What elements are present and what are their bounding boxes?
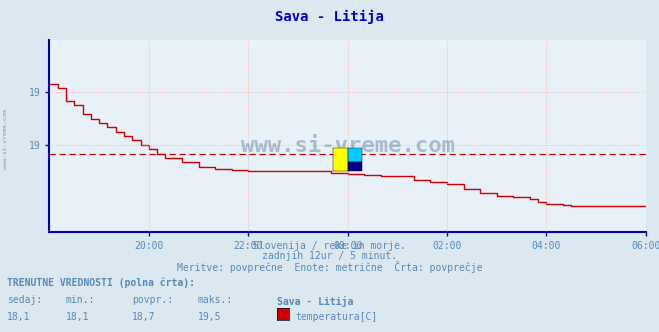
Text: 18,7: 18,7 [132, 312, 156, 322]
Text: Sava - Litija: Sava - Litija [275, 10, 384, 24]
Text: Meritve: povprečne  Enote: metrične  Črta: povprečje: Meritve: povprečne Enote: metrične Črta:… [177, 261, 482, 273]
Text: temperatura[C]: temperatura[C] [295, 312, 378, 322]
Text: zadnjih 12ur / 5 minut.: zadnjih 12ur / 5 minut. [262, 251, 397, 261]
Text: 19,5: 19,5 [198, 312, 221, 322]
Text: Slovenija / reke in morje.: Slovenija / reke in morje. [253, 241, 406, 251]
Text: 18,1: 18,1 [66, 312, 90, 322]
Text: povpr.:: povpr.: [132, 295, 173, 305]
Text: www.si-vreme.com: www.si-vreme.com [3, 110, 8, 169]
Text: TRENUTNE VREDNOSTI (polna črta):: TRENUTNE VREDNOSTI (polna črta): [7, 277, 194, 288]
Text: min.:: min.: [66, 295, 96, 305]
Text: maks.:: maks.: [198, 295, 233, 305]
Text: 18,1: 18,1 [7, 312, 30, 322]
Text: sedaj:: sedaj: [7, 295, 42, 305]
Text: Sava - Litija: Sava - Litija [277, 295, 353, 306]
Text: www.si-vreme.com: www.si-vreme.com [241, 136, 455, 156]
